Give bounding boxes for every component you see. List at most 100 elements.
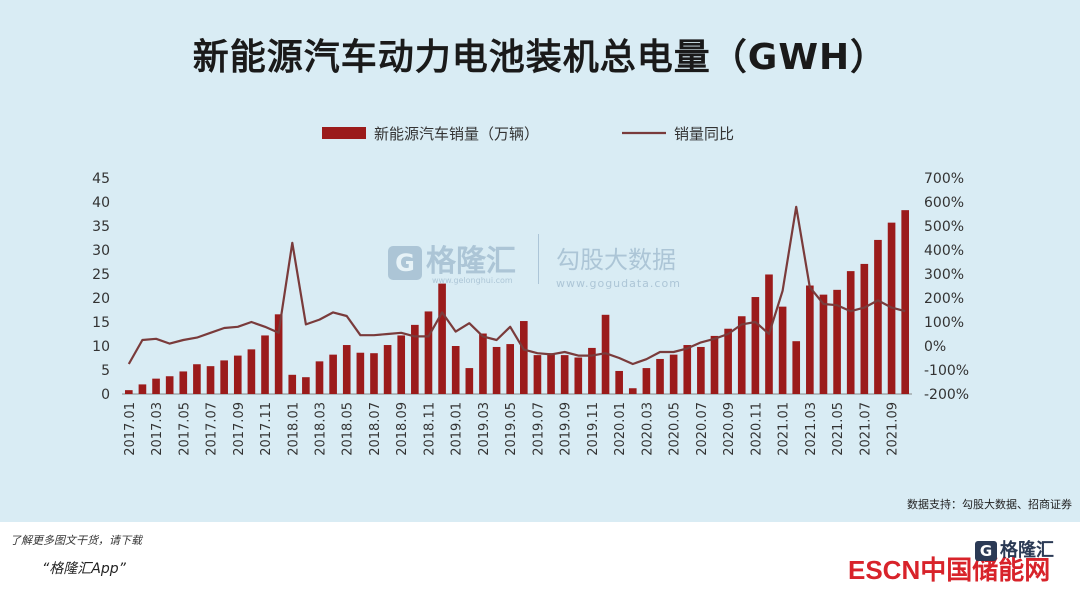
- x-tick-label: 2018.09: [395, 402, 410, 456]
- y-left-tick-label: 35: [92, 219, 110, 235]
- legend-line-label: 销量同比: [674, 125, 734, 143]
- gelonghui-brand-text: 格隆汇: [1000, 540, 1054, 561]
- bar-2020.11: [751, 297, 760, 394]
- bar-2020.04: [656, 358, 664, 394]
- x-tick-label: 2020.05: [668, 402, 683, 456]
- x-tick-label: 2017.03: [150, 402, 165, 456]
- bar-2020.09: [724, 328, 732, 394]
- watermark-right-name: 勾股大数据: [556, 246, 676, 274]
- watermark-gelonghui: G 格隆汇 www.gelonghui.com: [388, 236, 516, 285]
- bar-2019.12: [601, 314, 610, 394]
- y-right-tick-label: -200%: [924, 387, 969, 403]
- bar-2018.06: [356, 352, 365, 394]
- gelonghui-logo-icon: G: [388, 245, 422, 280]
- x-tick-label: 2017.07: [205, 402, 220, 456]
- bar-2019.09: [560, 355, 569, 394]
- bar-2020.10: [737, 316, 746, 394]
- bar-2018.05: [342, 345, 351, 394]
- bar-2021.04: [819, 294, 828, 394]
- x-tick-label: 2020.09: [722, 402, 737, 456]
- bar-2017.01: [124, 390, 133, 394]
- x-tick-label: 2017.05: [177, 402, 192, 456]
- chart: 新能源汽车销量（万辆） 销量同比 0 5 10 15 20 25 30 35 40 45 -200% -…: [92, 125, 969, 456]
- bar-2019.10: [574, 357, 583, 394]
- bar-2019.05: [506, 344, 515, 394]
- y-right-tick-label: 500%: [924, 219, 964, 235]
- y-left-tick-label: 45: [92, 171, 110, 187]
- x-tick-label: 2018.03: [314, 402, 329, 456]
- watermark-left-name: 格隆汇: [426, 244, 516, 279]
- watermark-gogudata: 勾股大数据 www.gogudata.com: [556, 240, 681, 290]
- y-left-tick-label: 0: [101, 387, 110, 403]
- x-tick-label: 2021.09: [886, 402, 901, 456]
- bar-2018.07: [370, 353, 378, 394]
- bar-2021.07: [860, 263, 869, 394]
- bar-2018.09: [397, 335, 406, 394]
- legend-bar-swatch: [322, 127, 366, 139]
- gelonghui-logo-icon: G: [975, 541, 997, 561]
- x-tick-label: 2019.05: [504, 402, 519, 456]
- footer-note: 了解更多图文干货，请下载: [10, 534, 142, 547]
- bar-2019.03: [479, 333, 487, 394]
- bar-2018.04: [329, 354, 337, 394]
- x-tick-label: 2021.05: [831, 402, 846, 456]
- y-right-tick-label: 300%: [924, 267, 964, 283]
- watermark-divider: [538, 234, 539, 284]
- bar-2017.04: [165, 376, 174, 394]
- x-tick-label: 2018.11: [422, 402, 437, 456]
- x-tick-label: 2018.05: [341, 402, 356, 456]
- y-left-tick-label: 15: [92, 315, 110, 331]
- footer: 了解更多图文干货，请下载 “格隆汇App” ESCN中国储能网 G 格隆汇: [0, 522, 1080, 595]
- axes: 0 5 10 15 20 25 30 35 40 45 -200% -100% 0% 100% 200% 30…: [92, 171, 969, 456]
- source-note: 数据支持：勾股大数据、招商证券: [907, 498, 1072, 511]
- bar-2019.07: [533, 355, 542, 394]
- y-left-tick-label: 5: [101, 363, 110, 379]
- x-tick-label: 2018.07: [368, 402, 383, 456]
- bar-2021.06: [846, 271, 855, 394]
- bar-2017.09: [233, 355, 242, 394]
- bar-2020.07: [697, 346, 705, 394]
- bar-2019.04: [492, 346, 501, 394]
- x-tick-label: 2019.03: [477, 402, 492, 456]
- bar-2020.06: [683, 345, 692, 394]
- bar-2021.08: [874, 239, 882, 394]
- y-right-tick-label: 100%: [924, 315, 964, 331]
- y-right-tick-label: 700%: [924, 171, 964, 187]
- y-left-tick-label: 25: [92, 267, 110, 283]
- legend: 新能源汽车销量（万辆） 销量同比: [322, 125, 734, 143]
- y-left-tick-label: 30: [92, 243, 110, 259]
- x-tick-label: 2017.01: [123, 402, 138, 456]
- bar-2018.08: [383, 345, 392, 394]
- line-series: [127, 205, 906, 366]
- x-tick-label: 2020.07: [695, 402, 710, 456]
- x-tick-label: 2021.01: [777, 402, 792, 456]
- footer-app-name: “格隆汇App”: [42, 561, 126, 577]
- bar-2017.03: [152, 378, 160, 394]
- chart-title: 新能源汽车动力电池装机总电量（GWH）: [192, 37, 888, 78]
- bar-2018.01: [288, 374, 297, 394]
- x-tick-label: 2017.09: [232, 402, 247, 456]
- y-left-tick-label: 20: [92, 291, 110, 307]
- x-tick-label: 2017.11: [259, 402, 274, 456]
- bar-2017.08: [220, 360, 228, 394]
- bar-2020.05: [669, 354, 678, 394]
- bar-2019.02: [465, 368, 474, 394]
- x-tick-label: 2020.11: [749, 402, 764, 456]
- y-left-tick-label: 10: [92, 339, 110, 355]
- y-right-tick-label: 0%: [924, 339, 946, 355]
- yoy-line: [127, 205, 906, 366]
- bar-2021.05: [833, 289, 841, 394]
- bar-2021.02: [792, 341, 801, 394]
- x-tick-label: 2019.01: [450, 402, 465, 456]
- watermark-left-url: www.gelonghui.com: [432, 276, 513, 285]
- gelonghui-brand: G 格隆汇: [975, 536, 1075, 561]
- bar-2017.02: [138, 384, 147, 394]
- bar-2017.10: [247, 349, 256, 394]
- bar-2017.07: [206, 366, 215, 394]
- x-tick-label: 2019.09: [559, 402, 574, 456]
- x-tick-label: 2019.07: [531, 402, 546, 456]
- bar-2020.03: [642, 368, 651, 394]
- bar-2021.01: [778, 306, 787, 394]
- bar-2019.01: [451, 346, 460, 394]
- x-tick-label: 2018.01: [286, 402, 301, 456]
